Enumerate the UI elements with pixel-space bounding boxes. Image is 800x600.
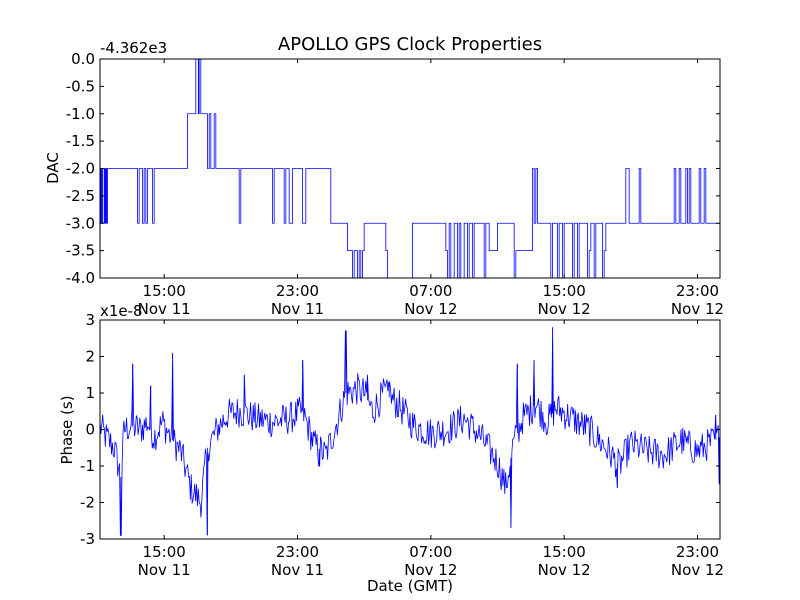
phase-y-tick-label: 1 (85, 384, 95, 402)
dac-series-line (100, 58, 720, 279)
dac-x-tick-label: 15:00 (143, 282, 186, 300)
phase-x-tick-date: Nov 11 (138, 561, 191, 579)
dac-y-tick-label: -1.0 (66, 105, 95, 123)
dac-y-axis-label: DAC (44, 152, 62, 184)
dac-x-tick-date: Nov 11 (271, 300, 324, 318)
dac-x-tick-date: Nov 12 (404, 300, 457, 318)
dac-y-tick-label: -0.5 (66, 77, 95, 95)
phase-x-tick-label: 23:00 (276, 543, 319, 561)
phase-y-tick-label: -3 (80, 530, 95, 548)
dac-y-tick-label: -3.5 (66, 242, 95, 260)
dac-y-tick-label: -4.0 (66, 269, 95, 287)
dac-x-tick-label: 07:00 (409, 282, 452, 300)
phase-x-tick-label: 15:00 (543, 543, 586, 561)
dac-plot-area (100, 58, 720, 279)
phase-y-tick-label: 2 (85, 348, 95, 366)
phase-plot-area (99, 327, 721, 536)
phase-y-ticks: 3 2 1 0 -1 -2 -3 (80, 311, 720, 548)
dac-x-tick-label: 15:00 (543, 282, 586, 300)
figure-title: APOLLO GPS Clock Properties (278, 34, 542, 55)
dac-x-tick-label: 23:00 (676, 282, 719, 300)
phase-x-tick-date: Nov 12 (404, 561, 457, 579)
phase-y-tick-label: 3 (85, 311, 95, 329)
dac-y-tick-label: -1.5 (66, 132, 95, 150)
phase-series-line (99, 327, 721, 536)
dac-y-tick-label: -3.0 (66, 214, 95, 232)
phase-y-tick-label: -1 (80, 457, 95, 475)
dac-y-tick-label: -2.0 (66, 160, 95, 178)
phase-x-tick-label: 07:00 (409, 543, 452, 561)
phase-x-tick-date: Nov 12 (671, 561, 724, 579)
x-axis-label: Date (GMT) (367, 577, 453, 595)
dac-y-tick-label: -2.5 (66, 187, 95, 205)
dac-x-tick-label: 23:00 (276, 282, 319, 300)
phase-x-tick-date: Nov 12 (538, 561, 591, 579)
phase-scale-label: x1e-8 (100, 302, 143, 320)
dac-offset-label: -4.362e3 (100, 39, 167, 57)
phase-y-axis-label: Phase (s) (58, 395, 76, 464)
phase-y-tick-label: -2 (80, 494, 95, 512)
dac-x-tick-date: Nov 12 (671, 300, 724, 318)
phase-y-tick-label: 0 (85, 421, 95, 439)
phase-x-tick-date: Nov 11 (271, 561, 324, 579)
phase-x-tick-label: 23:00 (676, 543, 719, 561)
dac-x-tick-date: Nov 12 (538, 300, 591, 318)
dac-y-ticks: 0.0 -0.5 -1.0 -1.5 -2.0 -2.5 -3.0 -3.5 -4.0 (66, 50, 720, 287)
dac-x-tick-date: Nov 11 (138, 300, 191, 318)
dac-y-tick-label: 0.0 (71, 50, 95, 68)
phase-x-tick-label: 15:00 (143, 543, 186, 561)
